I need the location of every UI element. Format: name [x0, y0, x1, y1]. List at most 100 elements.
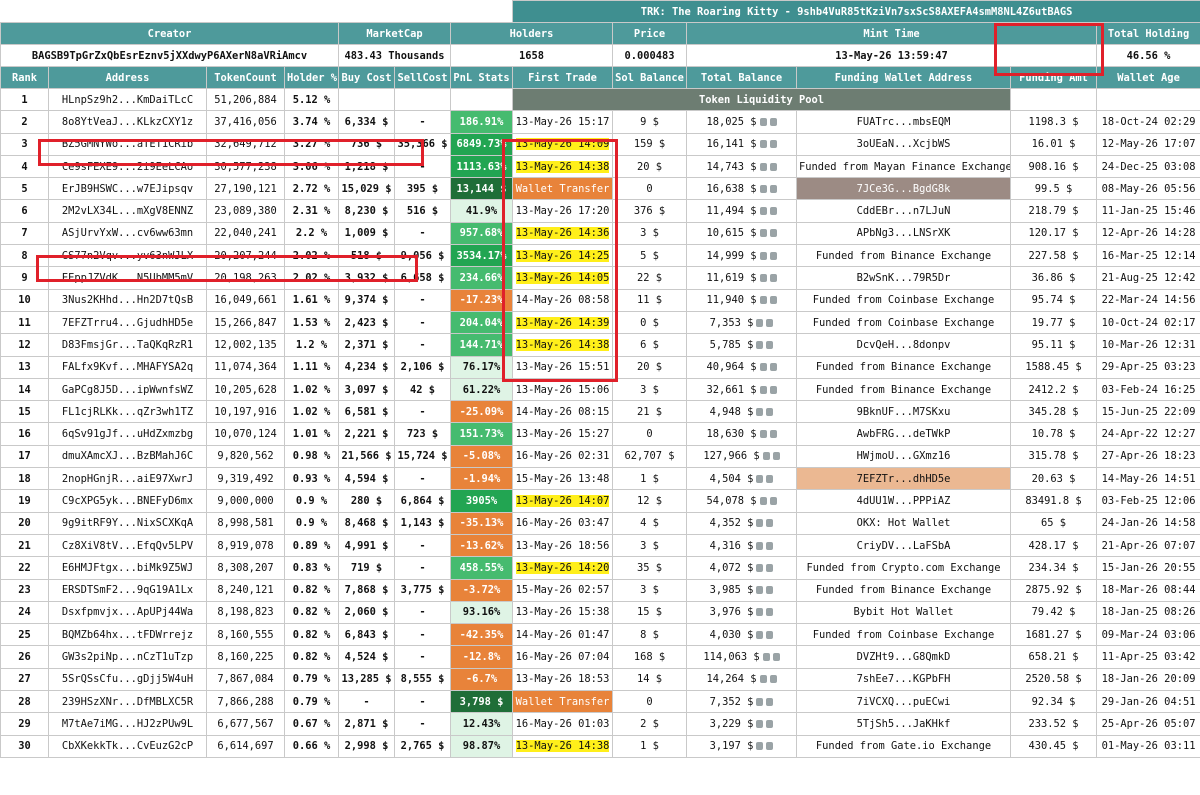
first-trade-text: 15-May-26 02:57 [515, 584, 610, 597]
sol-balance: 4 $ [612, 511, 688, 535]
total-balance-text: 7,352 $ [709, 695, 754, 708]
funding-wallet: FUATrc...mbsEQM [796, 110, 1012, 134]
sol-balance: 9 $ [612, 110, 688, 134]
token-count: 6,614,697 [206, 734, 285, 758]
sol-balance: 15 $ [612, 600, 688, 625]
column-header: Total Balance [686, 66, 798, 89]
wallet-icon [769, 675, 777, 684]
sol-balance: 62,707 $ [612, 444, 688, 469]
token-count: 7,867,084 [206, 667, 285, 692]
first-trade-text: 13-May-26 15:38 [515, 606, 610, 619]
wallet-icon [759, 675, 767, 684]
table-row: 25 BQMZb64hx...tFDWrrejz 8,160,555 0.82 % 6,… [0, 623, 1200, 647]
funding-amt: 2412.2 $ [1010, 377, 1098, 402]
first-trade-text: 13-May-26 18:53 [515, 673, 610, 686]
sol-balance: 159 $ [612, 132, 688, 156]
first-trade: 16-May-26 01:03 [512, 712, 614, 736]
wallet-age: 15-Jun-25 22:09 [1096, 400, 1200, 424]
table-row: 5 ErJB9HSWC...w7EJipsqv 27,190,121 2.72 % 15… [0, 177, 1200, 201]
total-balance-text: 11,494 $ [706, 205, 757, 218]
wallet-icon [759, 140, 767, 149]
wallet-icon [769, 274, 777, 283]
first-trade-text: 16-May-26 02:31 [515, 450, 610, 463]
wallet-age: 27-Apr-26 18:23 [1096, 444, 1200, 469]
funding-amt: 345.28 $ [1010, 400, 1098, 424]
funding-amt: 120.17 $ [1010, 221, 1098, 246]
pnl: -13.62% [449, 533, 514, 558]
first-trade-text: 13-May-26 15:06 [515, 383, 610, 396]
wallet-age: 03-Feb-25 12:06 [1096, 489, 1200, 513]
address: M7tAe7iMG...HJ2zPUw9L [48, 712, 207, 736]
first-trade-text: 13-May-26 14:20 [515, 561, 610, 574]
wallet-icon [766, 318, 774, 327]
rank: 26 [0, 645, 49, 669]
total-balance-text: 11,940 $ [706, 294, 757, 307]
holder-pct: 0.9 % [284, 511, 339, 535]
first-trade: 13-May-26 18:56 [512, 533, 614, 558]
funding-amt: 79.42 $ [1010, 600, 1098, 625]
funding-amt: 65 $ [1010, 511, 1098, 535]
total-balance-text: 114,063 $ [703, 651, 760, 664]
rank: 30 [0, 734, 49, 758]
token-count: 15,266,847 [206, 310, 285, 335]
sol-balance: 3 $ [612, 578, 688, 602]
address: FALfx9Kvf...MHAFYSA2q [48, 355, 207, 379]
wallet-icon [769, 363, 777, 372]
funding-amt: 1588.45 $ [1010, 355, 1098, 379]
wallet-age: 09-Mar-24 03:06 [1096, 623, 1200, 647]
first-trade: 14-May-26 08:58 [512, 288, 614, 312]
wallet-icon [756, 474, 764, 483]
wallet-age: 10-Mar-26 12:31 [1096, 333, 1200, 357]
address: ErJB9HSWC...w7EJipsqv [48, 177, 207, 201]
first-trade: 13-May-26 14:25 [512, 244, 614, 268]
token-count: 23,089,380 [206, 199, 285, 223]
total-balance-text: 4,504 $ [709, 472, 754, 485]
wallet-icon [772, 452, 780, 461]
pnl: 957.68% [449, 221, 514, 246]
pnl: 3,798 $ [449, 690, 514, 714]
token-count: 8,160,555 [206, 623, 285, 647]
sell-cost: - [394, 221, 451, 246]
total-balance-text: 14,743 $ [706, 160, 757, 173]
sol-balance: 21 $ [612, 400, 688, 424]
address: HLnpSz9h2...KmDaiTLcC [48, 87, 207, 112]
token-count: 37,416,056 [206, 110, 285, 134]
buy-cost: 2,998 $ [338, 734, 395, 758]
funding-wallet: Funded from Binance Exchange [796, 578, 1012, 602]
first-trade-text: Wallet Transfer [515, 182, 610, 195]
sell-cost: 15,724 $ [394, 444, 451, 469]
address: GW3s2piNp...nCzT1uTzp [48, 645, 207, 669]
holder-pct: 0.89 % [284, 533, 339, 558]
total-balance-text: 3,197 $ [709, 740, 754, 753]
first-trade: 14-May-26 08:15 [512, 400, 614, 424]
funding-amt: 218.79 $ [1010, 199, 1098, 223]
table-row: 8 GS77n2Vqv...yv63nWJLX 20,207,244 2.02 % 51… [0, 244, 1200, 268]
total-balance: 10,615 $ [686, 221, 798, 246]
buy-cost: - [338, 690, 395, 714]
empty-cell [338, 87, 395, 112]
token-count: 16,049,661 [206, 288, 285, 312]
column-header: SellCost [394, 66, 451, 89]
address: 9g9itRF9Y...NixSCXKqA [48, 511, 207, 535]
holder-pct: 0.79 % [284, 690, 339, 714]
token-count: 8,160,225 [206, 645, 285, 669]
wallet-icon [766, 630, 774, 639]
total-balance: 16,141 $ [686, 132, 798, 156]
first-trade-text: 16-May-26 07:04 [515, 651, 610, 664]
address: CbXKekkTk...CvEuzG2cP [48, 734, 207, 758]
pnl: 98.87% [449, 734, 514, 758]
first-trade: Wallet Transfer [512, 690, 614, 714]
sell-cost: 8,555 $ [394, 667, 451, 692]
buy-cost: 4,524 $ [338, 645, 395, 669]
rank: 11 [0, 310, 49, 335]
address: 7EFZTrru4...GjudhHD5e [48, 310, 207, 335]
funding-wallet: 7EFZTr...dhHD5e [796, 467, 1012, 491]
pnl: 458.55% [449, 556, 514, 580]
sell-cost: - [394, 600, 451, 625]
wallet-icon [759, 430, 767, 439]
sol-balance: 14 $ [612, 667, 688, 692]
wallet-age: 14-May-26 14:51 [1096, 467, 1200, 491]
total-balance-text: 14,999 $ [706, 249, 757, 262]
rank: 24 [0, 600, 49, 625]
wallet-age: 18-Jan-26 20:09 [1096, 667, 1200, 692]
